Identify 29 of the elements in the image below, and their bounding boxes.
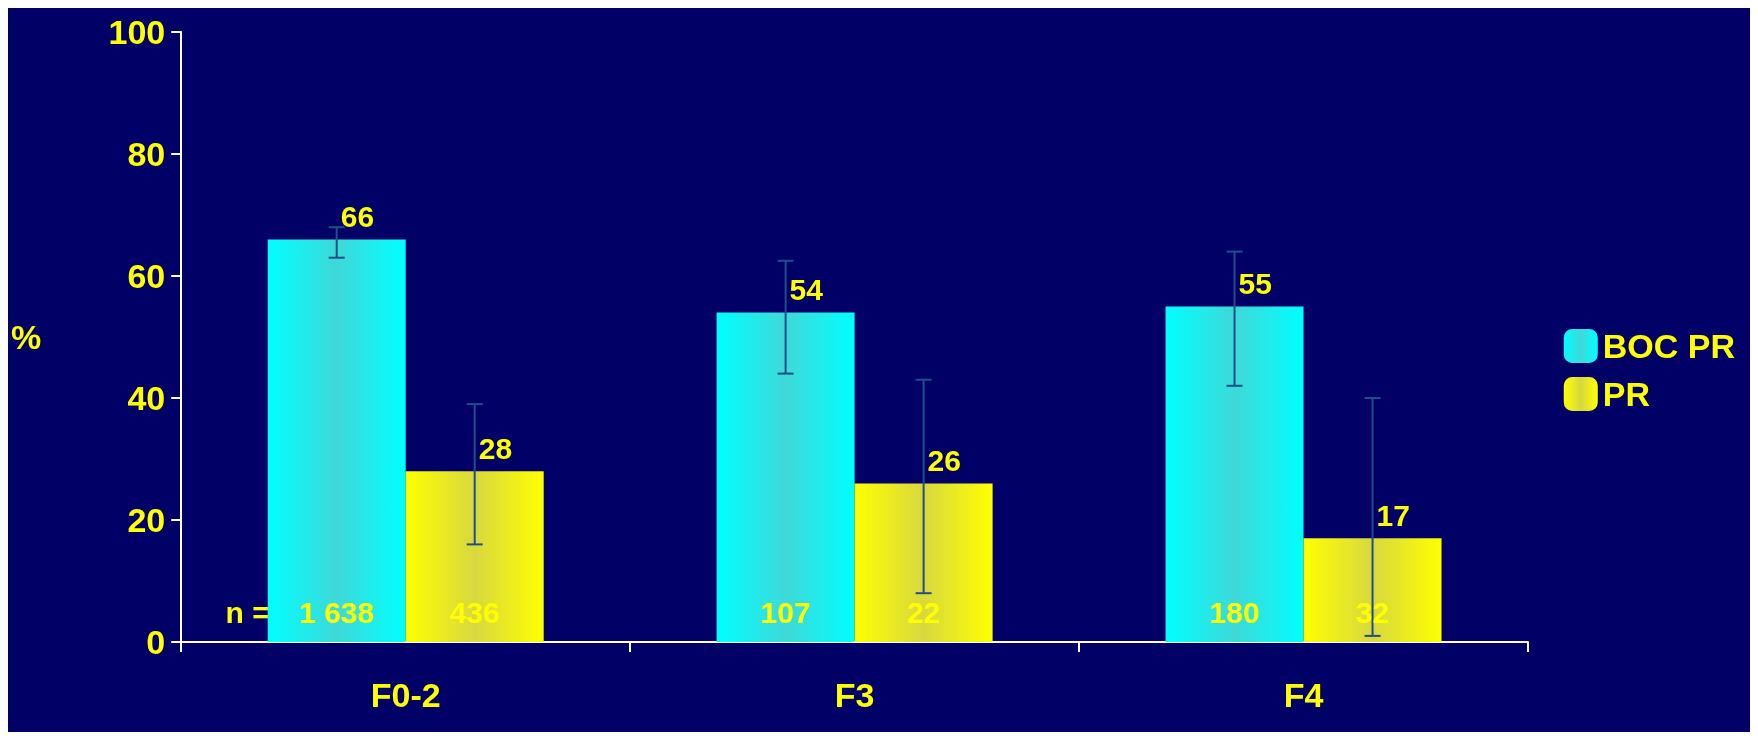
- x-tick-label: F0-2: [370, 676, 441, 714]
- y-axis-title: %: [11, 318, 42, 356]
- bar: [1303, 538, 1442, 642]
- data-label: 28: [478, 431, 513, 465]
- x-tick-label: F4: [1283, 676, 1324, 714]
- x-tick-label: F3: [834, 676, 875, 714]
- data-label: 66: [340, 199, 375, 233]
- annotation: 22: [906, 595, 941, 629]
- y-tick-label: 0: [146, 623, 166, 661]
- bar: [267, 239, 406, 642]
- annotation: 107: [760, 595, 811, 629]
- data-label: 55: [1238, 267, 1272, 300]
- bar: [405, 471, 544, 642]
- bar: [716, 312, 855, 642]
- data-label: 26: [927, 443, 961, 477]
- annotation: 436: [449, 595, 500, 629]
- annotation: 1 638: [299, 595, 375, 629]
- legend-label: BOC PR: [1602, 327, 1735, 365]
- y-tick-label: 60: [127, 257, 166, 295]
- y-tick-label: 20: [127, 501, 166, 539]
- y-tick-label: 80: [127, 135, 166, 173]
- annotation: 180: [1209, 595, 1260, 629]
- bar: [854, 483, 993, 642]
- data-label: 17: [1376, 498, 1410, 532]
- legend-label: PR: [1602, 375, 1650, 413]
- bar: [1165, 306, 1304, 642]
- y-tick-label: 40: [127, 379, 166, 417]
- y-tick-label: 100: [108, 13, 166, 51]
- data-label: 54: [789, 273, 824, 307]
